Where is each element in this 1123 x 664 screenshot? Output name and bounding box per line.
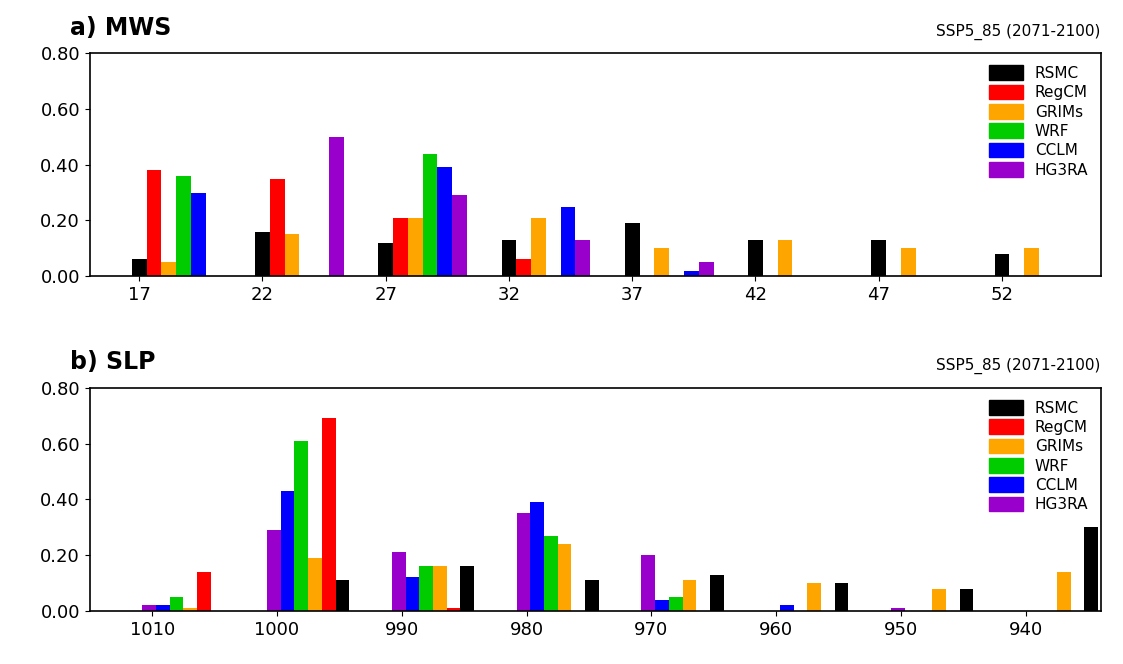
Bar xyxy=(655,248,669,276)
Bar xyxy=(281,491,294,611)
Bar xyxy=(777,240,793,276)
Bar xyxy=(891,608,905,611)
Bar xyxy=(146,170,162,276)
Bar xyxy=(1024,248,1039,276)
Bar xyxy=(294,441,308,611)
Bar xyxy=(502,240,517,276)
Legend: RSMC, RegCM, GRIMs, WRF, CCLM, HG3RA: RSMC, RegCM, GRIMs, WRF, CCLM, HG3RA xyxy=(985,61,1093,182)
Bar xyxy=(419,566,433,611)
Bar xyxy=(932,588,946,611)
Bar xyxy=(267,530,281,611)
Bar xyxy=(438,167,453,276)
Bar xyxy=(408,218,422,276)
Bar xyxy=(336,580,349,611)
Bar xyxy=(530,502,544,611)
Bar xyxy=(329,137,344,276)
Bar xyxy=(1057,572,1070,611)
Bar xyxy=(901,248,915,276)
Bar xyxy=(544,536,558,611)
Bar xyxy=(517,513,530,611)
Bar xyxy=(183,608,198,611)
Bar xyxy=(699,262,713,276)
Bar xyxy=(669,597,683,611)
Text: a) MWS: a) MWS xyxy=(70,16,171,40)
Bar xyxy=(807,583,821,611)
Bar xyxy=(191,193,206,276)
Bar xyxy=(198,572,211,611)
Bar xyxy=(575,240,591,276)
Bar xyxy=(453,195,467,276)
Bar xyxy=(710,574,723,611)
Bar xyxy=(255,232,270,276)
Bar xyxy=(959,588,974,611)
Bar xyxy=(641,555,655,611)
Text: b) SLP: b) SLP xyxy=(70,351,155,374)
Bar xyxy=(433,566,447,611)
Bar xyxy=(624,223,640,276)
Bar xyxy=(284,234,300,276)
Bar xyxy=(517,260,531,276)
Text: SSP5_85 (2071-2100): SSP5_85 (2071-2100) xyxy=(937,358,1101,374)
Bar xyxy=(531,218,546,276)
Bar xyxy=(405,578,419,611)
Bar xyxy=(460,566,474,611)
Bar xyxy=(170,597,183,611)
Bar xyxy=(683,580,696,611)
Bar xyxy=(270,179,284,276)
Bar xyxy=(655,600,669,611)
Bar xyxy=(748,240,763,276)
Bar xyxy=(308,558,322,611)
Bar xyxy=(995,254,1010,276)
Bar xyxy=(143,606,156,611)
Bar xyxy=(156,606,170,611)
Text: SSP5_85 (2071-2100): SSP5_85 (2071-2100) xyxy=(937,23,1101,40)
Bar xyxy=(393,218,408,276)
Bar xyxy=(779,606,794,611)
Bar xyxy=(447,608,460,611)
Bar xyxy=(1085,527,1098,611)
Bar xyxy=(176,176,191,276)
Bar xyxy=(871,240,886,276)
Bar xyxy=(322,418,336,611)
Bar xyxy=(558,544,572,611)
Legend: RSMC, RegCM, GRIMs, WRF, CCLM, HG3RA: RSMC, RegCM, GRIMs, WRF, CCLM, HG3RA xyxy=(985,396,1093,517)
Bar xyxy=(585,580,599,611)
Bar xyxy=(378,243,393,276)
Bar xyxy=(131,260,146,276)
Bar xyxy=(834,583,849,611)
Bar xyxy=(162,262,176,276)
Bar xyxy=(422,153,438,276)
Bar xyxy=(560,207,575,276)
Bar xyxy=(684,271,699,276)
Bar xyxy=(392,552,405,611)
